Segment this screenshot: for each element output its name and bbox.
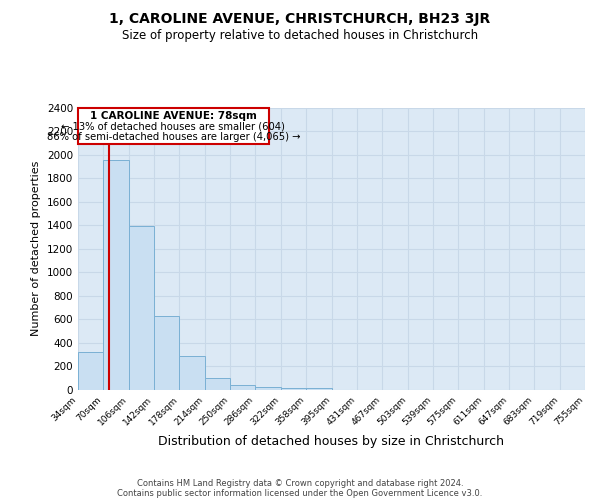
Text: 86% of semi-detached houses are larger (4,065) →: 86% of semi-detached houses are larger (… <box>47 132 300 141</box>
Bar <box>78 352 103 390</box>
Y-axis label: Number of detached properties: Number of detached properties <box>31 161 41 336</box>
Text: Contains HM Land Registry data © Crown copyright and database right 2024.: Contains HM Land Registry data © Crown c… <box>137 478 463 488</box>
Bar <box>255 387 281 390</box>
Bar <box>281 388 306 390</box>
Bar <box>154 316 179 390</box>
Bar <box>78 108 269 144</box>
Bar <box>306 388 332 390</box>
Bar <box>128 226 154 390</box>
X-axis label: Distribution of detached houses by size in Christchurch: Distribution of detached houses by size … <box>158 436 505 448</box>
Text: 1 CAROLINE AVENUE: 78sqm: 1 CAROLINE AVENUE: 78sqm <box>90 111 257 121</box>
Bar <box>230 384 255 390</box>
Text: Size of property relative to detached houses in Christchurch: Size of property relative to detached ho… <box>122 29 478 42</box>
Text: Contains public sector information licensed under the Open Government Licence v3: Contains public sector information licen… <box>118 488 482 498</box>
Bar <box>205 378 230 390</box>
Text: 1, CAROLINE AVENUE, CHRISTCHURCH, BH23 3JR: 1, CAROLINE AVENUE, CHRISTCHURCH, BH23 3… <box>109 12 491 26</box>
Text: ← 13% of detached houses are smaller (604): ← 13% of detached houses are smaller (60… <box>61 121 285 131</box>
Bar <box>179 356 205 390</box>
Bar <box>103 160 128 390</box>
